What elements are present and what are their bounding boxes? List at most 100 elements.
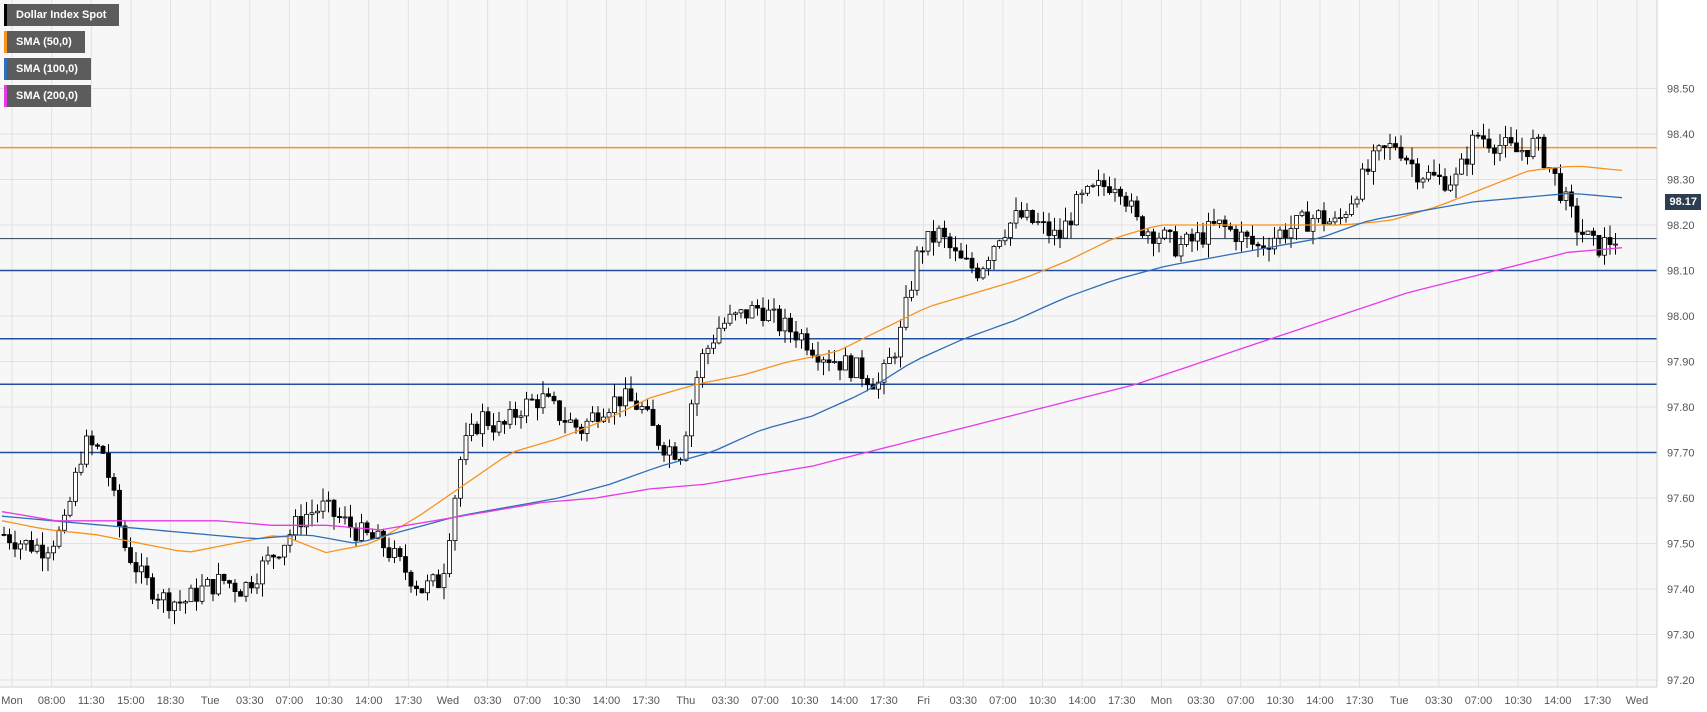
candle-body xyxy=(106,453,111,478)
candle-body xyxy=(1508,137,1514,144)
legend-item-sma50[interactable]: SMA (50,0) xyxy=(4,31,119,53)
sma-line-100 xyxy=(1,192,1623,544)
candle-body xyxy=(265,554,271,562)
candle xyxy=(249,575,254,594)
candle xyxy=(452,495,458,551)
candle xyxy=(1294,215,1299,240)
candle-body xyxy=(606,412,612,418)
candle-body xyxy=(507,408,513,425)
candle-body xyxy=(326,499,331,502)
candle-body xyxy=(1365,168,1371,172)
candle-body xyxy=(1420,178,1426,183)
candle xyxy=(771,298,777,323)
candle-body xyxy=(364,522,370,534)
candle-body xyxy=(766,309,771,322)
candle-body xyxy=(441,573,447,589)
candle xyxy=(381,528,386,557)
candle xyxy=(243,581,249,602)
candle-body xyxy=(623,388,628,407)
x-tick-label: Mon xyxy=(1151,695,1172,707)
candle-body xyxy=(705,347,711,355)
candle-body xyxy=(1602,237,1607,256)
candle-body xyxy=(1387,143,1393,148)
candle xyxy=(40,532,45,572)
candle-body xyxy=(694,377,700,405)
y-tick-label: 97.90 xyxy=(1667,357,1695,369)
candle-body xyxy=(1063,220,1068,239)
candle xyxy=(1085,185,1090,197)
candle xyxy=(1387,133,1393,160)
candle-body xyxy=(1453,173,1459,186)
candle xyxy=(1063,207,1068,239)
candle-body xyxy=(617,396,623,407)
candle-body xyxy=(1563,191,1569,201)
candle-body xyxy=(843,355,848,371)
candle-body xyxy=(1299,211,1305,216)
candle-body xyxy=(738,309,744,314)
candle-body xyxy=(1200,232,1206,245)
candle xyxy=(1233,225,1239,251)
candle-body xyxy=(1321,210,1327,225)
candle xyxy=(837,361,843,381)
candle xyxy=(34,538,40,554)
candle xyxy=(854,357,859,379)
candle-body xyxy=(1118,188,1123,197)
candle-body xyxy=(436,574,441,589)
candle xyxy=(315,504,320,523)
candle-body xyxy=(1019,210,1024,218)
candle-body xyxy=(425,580,430,594)
candle-body xyxy=(859,357,865,379)
candle xyxy=(1442,168,1448,193)
candle-body xyxy=(1437,174,1442,177)
legend-item-symbol[interactable]: Dollar Index Spot xyxy=(4,4,120,26)
x-tick-label: Mon xyxy=(1,695,22,707)
candle-body xyxy=(639,406,645,410)
candle xyxy=(1052,217,1057,246)
candle xyxy=(804,327,810,356)
candle-body xyxy=(1338,217,1343,219)
candle xyxy=(1244,230,1250,248)
x-tick-label: 17:30 xyxy=(395,695,423,707)
candle xyxy=(903,285,909,331)
candle-body xyxy=(1277,229,1283,239)
candle xyxy=(1277,226,1283,245)
y-tick-label: 97.50 xyxy=(1667,539,1695,551)
candle xyxy=(1107,176,1112,195)
candle xyxy=(12,530,18,558)
candle xyxy=(139,553,144,584)
candle xyxy=(117,484,122,538)
x-axis: Mon 08:00 11:30 15:00 18:30 Tue 03:30 07:00 10:3… xyxy=(0,686,1657,707)
legend-item-sma200[interactable]: SMA (200,0) xyxy=(4,85,119,107)
candle-body xyxy=(249,582,254,589)
candle-body xyxy=(1591,230,1596,236)
candle-body xyxy=(133,562,139,573)
candle xyxy=(551,391,557,405)
candle-body xyxy=(397,548,403,557)
candle xyxy=(1486,128,1492,153)
candle xyxy=(722,317,727,332)
candle xyxy=(430,573,436,587)
candle xyxy=(1541,134,1547,170)
candle xyxy=(205,577,210,587)
candle xyxy=(194,578,199,611)
candle xyxy=(425,574,430,601)
x-tick-label: 14:00 xyxy=(1544,695,1572,707)
candle xyxy=(111,473,117,497)
candle-body xyxy=(331,499,337,517)
candle xyxy=(1470,129,1475,175)
candle xyxy=(1090,183,1096,189)
candle-body xyxy=(727,313,733,324)
candle xyxy=(392,540,397,563)
candle xyxy=(304,501,309,537)
candle-body xyxy=(518,415,524,418)
candle-body xyxy=(51,545,56,554)
legend-item-sma100[interactable]: SMA (100,0) xyxy=(4,58,119,80)
y-tick-label: 98.30 xyxy=(1667,175,1695,187)
candle xyxy=(1041,211,1046,234)
candle xyxy=(1288,215,1294,248)
x-tick-label: 15:00 xyxy=(117,695,145,707)
candle-body xyxy=(744,309,749,319)
legend-label-sma200: SMA (200,0) xyxy=(7,85,91,107)
candle xyxy=(276,556,282,560)
candle xyxy=(1211,208,1217,226)
